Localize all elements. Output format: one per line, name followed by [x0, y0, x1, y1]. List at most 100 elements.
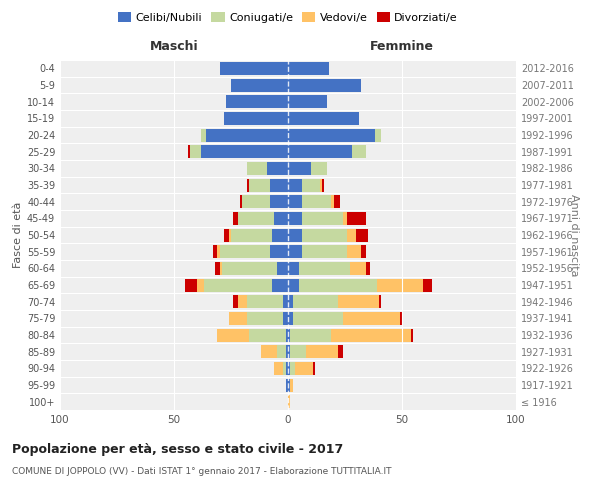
Bar [286, 362, 288, 375]
Bar [270, 195, 288, 208]
Bar [293, 295, 338, 308]
Bar [331, 195, 334, 208]
Bar [288, 328, 290, 342]
Bar [272, 228, 288, 241]
Bar [247, 295, 283, 308]
Bar [331, 328, 411, 342]
Bar [286, 378, 288, 392]
Bar [350, 262, 365, 275]
Bar [249, 328, 286, 342]
Bar [222, 262, 277, 275]
Bar [288, 228, 302, 241]
Bar [206, 128, 288, 141]
Bar [365, 262, 370, 275]
Bar [299, 278, 377, 291]
Bar [242, 195, 270, 208]
Y-axis label: Anni di nascita: Anni di nascita [569, 194, 579, 276]
Bar [288, 195, 302, 208]
Bar [352, 145, 365, 158]
Bar [231, 78, 288, 92]
Legend: Celibi/Nubili, Coniugati/e, Vedovi/e, Divorziati/e: Celibi/Nubili, Coniugati/e, Vedovi/e, Di… [113, 8, 463, 28]
Bar [379, 295, 382, 308]
Bar [233, 295, 238, 308]
Bar [288, 395, 290, 408]
Bar [286, 345, 288, 358]
Bar [233, 212, 238, 225]
Bar [288, 95, 327, 108]
Bar [226, 95, 288, 108]
Bar [338, 295, 379, 308]
Bar [185, 278, 197, 291]
Bar [215, 262, 220, 275]
Bar [299, 262, 350, 275]
Bar [224, 112, 288, 125]
Bar [302, 195, 331, 208]
Bar [268, 162, 288, 175]
Bar [288, 62, 329, 75]
Bar [290, 345, 306, 358]
Bar [229, 228, 231, 241]
Bar [347, 245, 361, 258]
Bar [302, 228, 347, 241]
Bar [220, 245, 270, 258]
Bar [347, 228, 356, 241]
Bar [343, 212, 347, 225]
Y-axis label: Fasce di età: Fasce di età [13, 202, 23, 268]
Bar [229, 312, 247, 325]
Bar [238, 295, 247, 308]
Bar [290, 378, 293, 392]
Text: Maschi: Maschi [149, 40, 199, 52]
Bar [306, 345, 338, 358]
Bar [288, 78, 361, 92]
Bar [197, 278, 203, 291]
Bar [288, 295, 293, 308]
Bar [302, 245, 347, 258]
Bar [202, 145, 288, 158]
Bar [231, 228, 272, 241]
Bar [338, 345, 343, 358]
Bar [203, 278, 272, 291]
Bar [217, 245, 220, 258]
Bar [247, 312, 283, 325]
Bar [288, 262, 299, 275]
Bar [274, 212, 288, 225]
Bar [290, 328, 331, 342]
Bar [411, 328, 413, 342]
Bar [288, 312, 293, 325]
Bar [249, 178, 270, 192]
Bar [217, 328, 249, 342]
Bar [288, 128, 374, 141]
Bar [288, 145, 352, 158]
Bar [283, 312, 288, 325]
Bar [202, 128, 206, 141]
Bar [288, 278, 299, 291]
Bar [313, 362, 316, 375]
Bar [288, 112, 359, 125]
Bar [260, 345, 277, 358]
Bar [288, 212, 302, 225]
Bar [400, 312, 402, 325]
Text: COMUNE DI JOPPOLO (VV) - Dati ISTAT 1° gennaio 2017 - Elaborazione TUTTITALIA.IT: COMUNE DI JOPPOLO (VV) - Dati ISTAT 1° g… [12, 468, 392, 476]
Bar [302, 212, 343, 225]
Bar [356, 228, 368, 241]
Bar [290, 362, 295, 375]
Text: Femmine: Femmine [370, 40, 434, 52]
Bar [288, 362, 290, 375]
Bar [343, 312, 400, 325]
Bar [288, 245, 302, 258]
Bar [190, 145, 202, 158]
Bar [270, 178, 288, 192]
Bar [422, 278, 431, 291]
Bar [220, 62, 288, 75]
Bar [374, 128, 382, 141]
Bar [347, 212, 365, 225]
Bar [295, 362, 313, 375]
Bar [240, 195, 242, 208]
Bar [270, 245, 288, 258]
Bar [377, 278, 422, 291]
Bar [213, 245, 217, 258]
Bar [188, 145, 190, 158]
Bar [302, 178, 320, 192]
Bar [288, 345, 290, 358]
Bar [277, 262, 288, 275]
